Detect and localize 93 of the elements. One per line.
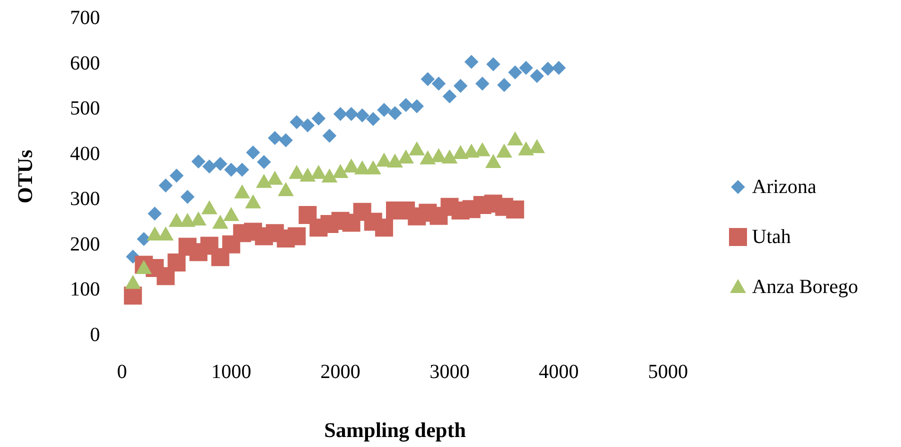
- x-tick-label: 2000: [320, 361, 360, 383]
- point: [486, 57, 500, 72]
- point: [245, 194, 262, 208]
- y-tick-label: 600: [70, 52, 100, 74]
- point: [496, 144, 512, 158]
- point: [158, 178, 173, 193]
- point: [375, 218, 394, 237]
- point: [354, 160, 370, 174]
- point: [288, 164, 305, 179]
- point: [256, 174, 272, 188]
- point: [518, 141, 534, 156]
- point: [170, 168, 184, 183]
- point: [464, 54, 478, 69]
- point: [398, 98, 413, 112]
- point: [410, 99, 424, 114]
- point: [168, 254, 186, 272]
- x-tick-label: 0: [117, 361, 127, 383]
- point: [387, 154, 403, 168]
- point: [322, 128, 336, 143]
- y-tick-label: 700: [70, 7, 100, 29]
- point: [420, 72, 435, 86]
- point: [475, 76, 490, 91]
- legend-label: Utah: [752, 226, 791, 248]
- point: [224, 162, 238, 177]
- point: [266, 170, 283, 185]
- point: [234, 184, 250, 198]
- point: [212, 214, 228, 229]
- point: [268, 131, 282, 146]
- y-tick-label: 0: [90, 324, 100, 346]
- legend-label: Anza Borego: [752, 276, 858, 298]
- point: [442, 89, 457, 104]
- point: [180, 212, 196, 227]
- x-axis-title: Sampling depth: [324, 418, 466, 442]
- y-axis-title: OTUs: [13, 150, 37, 204]
- point: [519, 60, 534, 75]
- x-tick-label: 3000: [430, 361, 470, 383]
- point: [191, 154, 206, 169]
- point: [201, 200, 218, 214]
- point: [355, 108, 370, 122]
- point: [343, 158, 360, 173]
- point: [333, 107, 348, 122]
- point: [442, 149, 458, 164]
- point: [344, 107, 358, 122]
- point: [312, 112, 326, 126]
- y-tick-label: 300: [70, 188, 100, 210]
- point: [388, 106, 402, 120]
- point: [540, 62, 555, 76]
- point: [223, 206, 240, 221]
- legend-label: Arizona: [752, 176, 817, 198]
- point: [136, 260, 152, 274]
- point: [278, 182, 294, 196]
- point: [213, 156, 228, 171]
- point: [398, 149, 414, 164]
- point: [454, 78, 468, 93]
- point: [528, 139, 545, 154]
- x-tick-label: 5000: [648, 361, 688, 383]
- point: [506, 200, 524, 219]
- point: [246, 146, 260, 160]
- point: [148, 206, 162, 221]
- point: [300, 168, 316, 182]
- point: [530, 68, 544, 83]
- point: [310, 164, 327, 179]
- point: [485, 154, 502, 168]
- point: [365, 160, 382, 174]
- point: [452, 144, 469, 159]
- point: [321, 168, 338, 182]
- point: [124, 274, 141, 289]
- point: [288, 227, 306, 246]
- point: [235, 162, 250, 177]
- point: [256, 155, 271, 170]
- point: [432, 76, 446, 91]
- point: [420, 150, 436, 164]
- point: [332, 164, 348, 178]
- point: [508, 65, 522, 80]
- point: [156, 267, 175, 286]
- point: [377, 102, 392, 117]
- point: [366, 112, 380, 126]
- point: [202, 160, 216, 174]
- point: [180, 190, 195, 204]
- point: [136, 232, 151, 246]
- point: [278, 133, 293, 148]
- point: [408, 141, 425, 156]
- y-tick-label: 500: [70, 98, 100, 120]
- x-tick-label: 1000: [211, 361, 252, 383]
- point: [497, 78, 512, 92]
- point: [552, 60, 566, 75]
- y-tick-label: 200: [70, 233, 100, 256]
- point: [300, 118, 315, 132]
- point: [507, 131, 524, 146]
- point: [290, 115, 304, 130]
- x-tick-label: 4000: [538, 361, 579, 383]
- y-tick-label: 100: [70, 278, 100, 301]
- y-tick-label: 400: [70, 142, 100, 165]
